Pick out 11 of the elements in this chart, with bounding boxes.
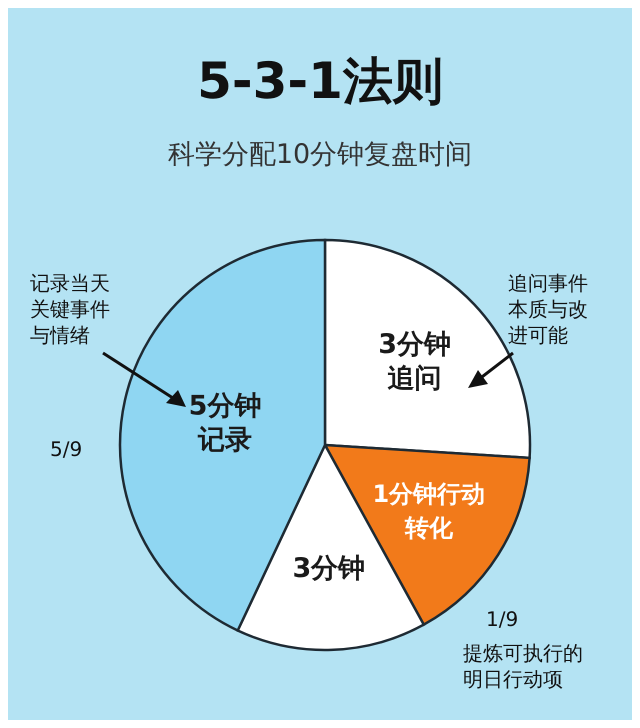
slice-label: 3分钟追问: [378, 328, 452, 394]
chart-title: 5-3-1法则: [196, 51, 444, 112]
slice-label: 1分钟行动转化: [372, 480, 486, 542]
slice-label: 5分钟记录: [188, 390, 262, 456]
text: 5/9: [50, 436, 82, 462]
text: 记录当天关键事件与情绪: [30, 270, 110, 348]
text: 1/9: [486, 606, 518, 632]
text: 追问事件本质与改进可能: [508, 270, 588, 348]
chart-subtitle: 科学分配10分钟复盘时间: [166, 138, 474, 172]
text: 提炼可执行的明日行动项: [463, 640, 583, 692]
slice-label: 3分钟: [292, 552, 366, 584]
